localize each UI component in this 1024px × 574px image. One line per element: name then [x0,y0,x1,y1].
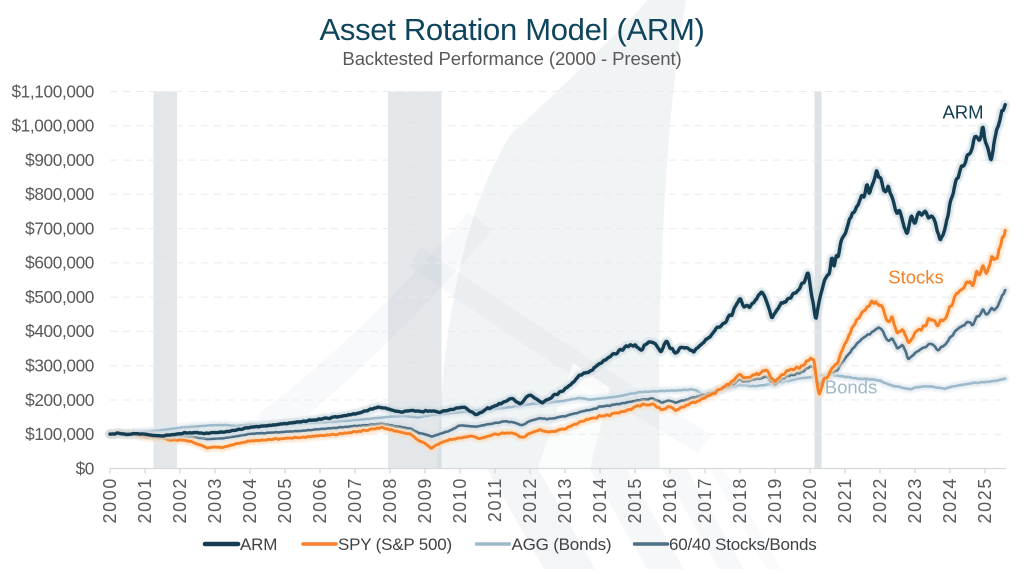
svg-text:2013: 2013 [555,477,575,523]
svg-text:$200,000: $200,000 [25,390,94,410]
svg-text:2017: 2017 [695,477,715,523]
svg-text:$100,000: $100,000 [25,424,94,444]
svg-text:$900,000: $900,000 [25,150,94,170]
svg-text:2012: 2012 [520,477,540,523]
svg-text:2018: 2018 [730,477,750,523]
svg-text:2007: 2007 [345,477,365,523]
svg-text:2008: 2008 [380,477,400,523]
svg-text:2006: 2006 [310,477,330,523]
svg-text:2019: 2019 [765,477,785,523]
svg-text:$700,000: $700,000 [25,218,94,238]
svg-text:Bonds: Bonds [825,376,877,397]
svg-text:Backtested Performance (2000 -: Backtested Performance (2000 - Present) [342,48,681,69]
svg-text:2015: 2015 [625,477,645,523]
svg-text:2011: 2011 [485,477,505,522]
svg-text:SPY (S&P 500): SPY (S&P 500) [338,535,452,554]
svg-text:Stocks: Stocks [888,266,944,287]
svg-text:2025: 2025 [975,477,995,523]
svg-text:2003: 2003 [205,477,225,523]
svg-text:60/40 Stocks/Bonds: 60/40 Stocks/Bonds [669,535,817,554]
svg-text:AGG (Bonds): AGG (Bonds) [512,535,612,554]
svg-text:ARM: ARM [240,535,277,554]
svg-text:2021: 2021 [835,477,855,523]
svg-text:2000: 2000 [100,477,120,523]
svg-text:2023: 2023 [905,477,925,523]
svg-text:ARM: ARM [942,101,983,122]
svg-text:Asset Rotation Model (ARM): Asset Rotation Model (ARM) [320,12,705,47]
svg-text:2005: 2005 [275,477,295,523]
svg-text:2001: 2001 [135,477,155,523]
svg-text:$500,000: $500,000 [25,287,94,307]
svg-text:$600,000: $600,000 [25,253,94,273]
svg-text:2014: 2014 [590,477,610,523]
svg-text:$1,100,000: $1,100,000 [11,81,94,101]
svg-text:2016: 2016 [660,477,680,523]
svg-text:$0: $0 [76,458,94,478]
svg-text:$300,000: $300,000 [25,356,94,376]
svg-text:$1,000,000: $1,000,000 [11,116,94,136]
svg-text:$400,000: $400,000 [25,321,94,341]
svg-text:2009: 2009 [415,477,435,523]
svg-text:2002: 2002 [170,477,190,523]
svg-text:$800,000: $800,000 [25,184,94,204]
svg-text:2020: 2020 [800,477,820,523]
svg-text:2024: 2024 [940,477,960,523]
svg-text:2004: 2004 [240,477,260,523]
svg-text:2022: 2022 [870,477,890,523]
svg-text:2010: 2010 [450,477,470,523]
